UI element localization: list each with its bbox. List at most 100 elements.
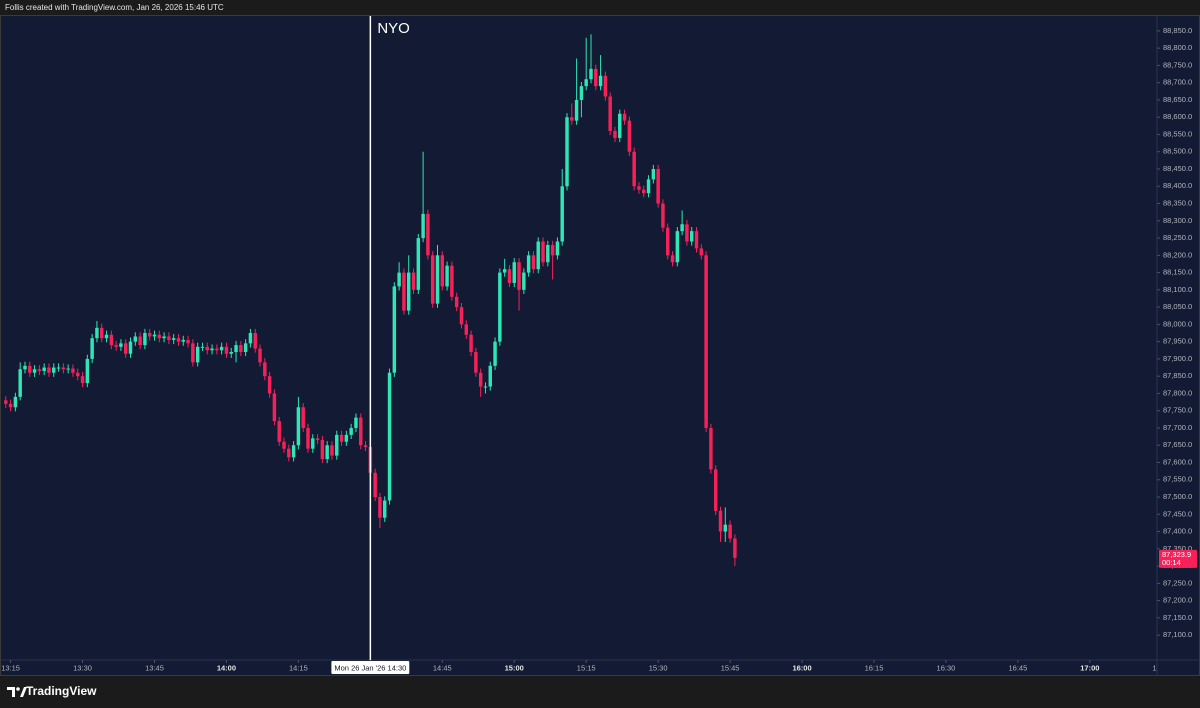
candle-body: [263, 362, 267, 377]
candle-body: [670, 255, 675, 263]
plot-area: [4, 34, 737, 567]
candle-body: [47, 367, 51, 373]
y-tick-label: 87,550.0: [1163, 475, 1192, 484]
overlay: Mon 26 Jan '26 14:30 NYO 87,323.900:14: [331, 16, 1197, 674]
candle-body: [311, 438, 315, 449]
x-tick-label: 15:00: [505, 663, 524, 672]
candle-body: [512, 262, 516, 283]
x-tick-label: 15:30: [649, 663, 668, 672]
candle-body: [502, 269, 507, 273]
y-tick-label: 87,600.0: [1163, 457, 1192, 466]
candle-body: [90, 338, 94, 359]
candle-body: [661, 203, 665, 228]
crosshair-time-label: Mon 26 Jan '26 14:30: [334, 663, 406, 672]
candle-body: [277, 421, 281, 442]
candle-body: [454, 296, 459, 308]
candle-body: [536, 241, 540, 270]
candle-body: [181, 339, 186, 342]
y-tick-label: 88,650.0: [1163, 95, 1192, 104]
y-tick-label: 88,550.0: [1163, 129, 1192, 138]
header-text: Follis created with TradingView.com, Jan…: [5, 3, 224, 12]
candle-body: [570, 117, 574, 121]
candle-body: [291, 445, 296, 458]
x-tick-label: 16:00: [792, 663, 811, 672]
y-tick-label: 88,300.0: [1163, 216, 1192, 225]
x-tick-label: 13:15: [1, 663, 20, 672]
candle-body: [339, 434, 344, 442]
candle-body: [411, 272, 416, 290]
candle-body: [608, 96, 612, 132]
crosshair-time-box: [331, 661, 410, 674]
candle-body: [392, 286, 397, 373]
candle-body: [718, 510, 723, 532]
y-tick-label: 88,700.0: [1163, 78, 1192, 87]
candle-body: [555, 241, 560, 256]
candle-body: [210, 348, 214, 351]
candle-body: [733, 538, 737, 558]
candle-body: [248, 333, 253, 344]
countdown-label: 00:14: [1162, 558, 1181, 567]
candle-body: [387, 372, 392, 501]
x-tick-label: 16:30: [937, 663, 956, 672]
candle-body: [430, 255, 435, 304]
candle-body: [474, 352, 478, 373]
brand-name: TradingView: [26, 684, 97, 698]
candle-body: [507, 269, 512, 283]
candle-body: [287, 448, 291, 458]
candle-body: [13, 396, 18, 408]
candle-body: [61, 367, 66, 370]
candle-body: [406, 272, 411, 311]
candle-body: [114, 345, 118, 347]
candle-body: [344, 434, 349, 442]
candle-body: [109, 334, 114, 346]
candle-body: [306, 427, 310, 449]
candle-body: [627, 120, 632, 152]
y-tick-label: 88,200.0: [1163, 250, 1192, 259]
candle-body: [531, 255, 536, 270]
y-tick-label: 88,800.0: [1163, 43, 1192, 52]
candle-body: [584, 79, 588, 87]
candle-body: [200, 346, 205, 348]
y-tick-label: 87,850.0: [1163, 371, 1192, 380]
x-tick-label: 14:00: [217, 663, 236, 672]
candle-body: [426, 213, 430, 256]
candle-body: [493, 341, 497, 366]
candle-body: [157, 334, 162, 339]
x-tick-label: 13:45: [145, 663, 164, 672]
candle-body: [397, 272, 401, 287]
x-tick-label: 17:00: [1080, 663, 1099, 672]
candle-body: [560, 186, 564, 242]
candle-body: [191, 343, 195, 363]
y-tick-label: 87,750.0: [1163, 406, 1192, 415]
candle-body: [76, 372, 80, 377]
y-tick-label: 88,750.0: [1163, 60, 1192, 69]
candle-body: [378, 497, 382, 518]
x-tick-label: 15:45: [721, 663, 740, 672]
candle-body: [52, 367, 56, 373]
candle-body: [186, 339, 190, 344]
candle-body: [450, 265, 454, 297]
candle-body: [598, 75, 603, 87]
candle-body: [282, 441, 286, 449]
candle-body: [42, 367, 46, 371]
candle-body: [243, 343, 248, 353]
candle-body: [589, 68, 593, 80]
candle-body: [138, 336, 142, 346]
y-tick-label: 88,500.0: [1163, 147, 1192, 156]
candle-body: [229, 352, 233, 354]
candle-body: [445, 265, 449, 287]
candle-body: [95, 327, 99, 339]
candle-body: [550, 244, 555, 256]
candle-body: [258, 348, 262, 363]
y-tick-label: 88,600.0: [1163, 112, 1192, 121]
candle-body: [167, 336, 171, 340]
candle-body: [267, 376, 272, 394]
candle-body: [373, 472, 377, 498]
candle-body: [8, 403, 13, 408]
x-tick-label: 15:15: [577, 663, 596, 672]
candle-body: [330, 445, 334, 456]
candle-body: [728, 524, 732, 539]
candle-body: [666, 227, 670, 256]
candle-body: [71, 368, 75, 373]
candle-body: [239, 345, 243, 353]
